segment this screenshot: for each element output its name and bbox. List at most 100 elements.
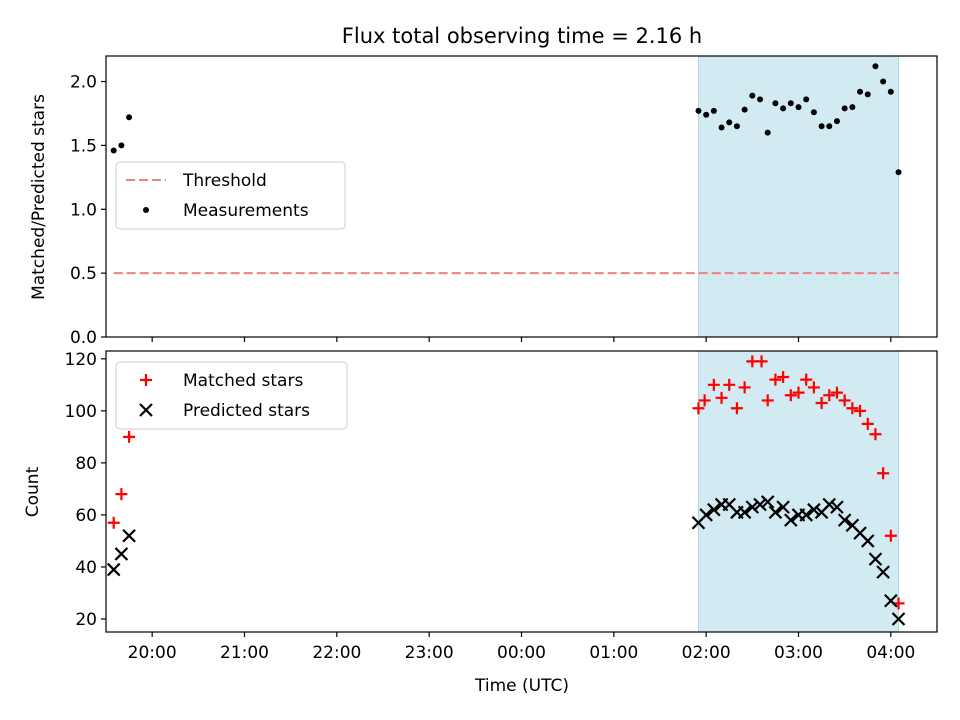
bottom-y-axis-label: Count <box>23 466 43 517</box>
measurement-point <box>795 104 802 111</box>
measurement-point <box>757 96 764 103</box>
measurement-point <box>118 142 125 149</box>
bottom-y-tick-label: 80 <box>75 454 97 474</box>
predicted-star-point <box>884 594 898 608</box>
matched-star-point <box>838 394 851 407</box>
matched-star-point <box>107 516 120 529</box>
legend-predicted-swatch <box>139 403 153 417</box>
measurement-point <box>772 100 779 107</box>
x-axis-label: Time (UTC) <box>474 676 569 696</box>
measurement-point <box>857 88 864 95</box>
bottom-legend: Matched stars Predicted stars <box>115 361 348 430</box>
measurement-point <box>826 123 833 130</box>
matched-star-point <box>730 402 743 415</box>
top-y-tick-label: 0.5 <box>70 264 97 284</box>
matched-star-point <box>715 391 728 404</box>
matched-star-point <box>861 417 874 430</box>
predicted-star-point <box>760 495 775 509</box>
measurement-point <box>710 107 717 114</box>
matched-star-point <box>830 386 843 399</box>
matched-star-point <box>769 373 782 386</box>
measurement-point <box>733 123 740 130</box>
bottom-x-tick-label: 00:00 <box>497 643 546 663</box>
measurement-point <box>872 63 879 70</box>
matched-star-point <box>807 381 820 394</box>
predicted-star-point <box>699 508 713 522</box>
measurement-point <box>703 111 710 118</box>
legend-label: Measurements <box>183 201 309 221</box>
predicted-star-point <box>122 528 136 543</box>
matched-star-point <box>854 404 867 417</box>
bottom-x-tick-label: 21:00 <box>220 643 269 663</box>
predicted-star-point <box>837 513 852 527</box>
matched-star-point <box>115 488 128 501</box>
matched-star-point <box>723 378 736 391</box>
matched-star-point <box>761 394 774 407</box>
measurement-point <box>126 114 133 121</box>
top-y-axis-label: Matched/Predicted stars <box>29 94 49 300</box>
bottom-legend-box <box>115 361 348 430</box>
predicted-star-point <box>114 547 129 561</box>
predicted-star-point <box>876 565 890 579</box>
matched-star-point <box>692 402 705 415</box>
matched-star-point <box>777 371 790 384</box>
predicted-star-point <box>745 500 760 514</box>
top-series-measurements <box>110 63 902 176</box>
measurement-point <box>880 78 887 85</box>
matched-star-point <box>792 386 805 399</box>
matched-star-point <box>784 389 797 402</box>
matched-star-point <box>707 378 720 391</box>
bottom-series-matched-stars <box>107 355 905 610</box>
bottom-y-tick-label: 60 <box>75 506 97 526</box>
matched-star-point <box>823 389 836 402</box>
measurement-point <box>787 100 794 107</box>
bottom-y-tick-label: 100 <box>65 402 97 422</box>
matched-star-point <box>738 381 751 394</box>
legend-label: Predicted stars <box>183 401 310 421</box>
measurement-point <box>741 106 748 113</box>
measurement-point <box>887 88 894 95</box>
matched-star-point <box>846 402 859 415</box>
bottom-x-tick-label: 03:00 <box>774 643 823 663</box>
predicted-star-point <box>768 505 783 520</box>
chart-title: Flux total observing time = 2.16 h <box>342 24 702 48</box>
predicted-star-point <box>799 508 813 522</box>
predicted-star-point <box>106 562 121 577</box>
top-panel: 0.0 0.5 1.0 1.5 2.0 Threshold Measurements <box>70 55 938 348</box>
predicted-star-point <box>784 513 798 527</box>
measurement-point <box>695 107 702 114</box>
predicted-star-point <box>776 500 790 514</box>
measurement-point <box>718 124 725 131</box>
matched-star-point <box>884 529 897 542</box>
matched-star-point <box>698 394 711 407</box>
top-legend-box <box>115 161 346 230</box>
measurement-point <box>110 147 117 154</box>
predicted-star-point <box>753 497 767 512</box>
measurement-point <box>803 96 810 103</box>
predicted-star-point <box>891 612 906 626</box>
bottom-x-tick-label: 22:00 <box>312 643 361 663</box>
bottom-x-tick-label: 04:00 <box>866 643 915 663</box>
top-legend: Threshold Measurements <box>115 161 346 230</box>
top-y-tick-label: 2.0 <box>70 73 97 93</box>
measurement-point <box>864 91 871 98</box>
predicted-star-point <box>868 552 883 566</box>
top-y-tick-label: 1.5 <box>70 136 97 156</box>
bottom-x-tick-label: 02:00 <box>682 643 731 663</box>
bottom-panel: 20 40 60 80 100 120 20:00 21:00 22:00 23:00 00:00 0… <box>65 350 938 663</box>
bottom-x-tick-label: 23:00 <box>405 643 454 663</box>
measurement-point <box>726 119 733 126</box>
measurement-point <box>895 169 902 176</box>
matched-star-point <box>800 373 813 386</box>
bottom-y-tick-label: 20 <box>75 610 97 630</box>
predicted-star-point <box>830 500 844 514</box>
legend-measurement-swatch <box>143 207 149 213</box>
matched-star-point <box>869 428 882 441</box>
bottom-y-tick-label: 120 <box>65 350 97 370</box>
bottom-series-predicted-stars <box>106 495 906 626</box>
predicted-star-point <box>737 505 752 520</box>
legend-label: Threshold <box>182 171 267 191</box>
top-shaded-interval <box>697 55 900 338</box>
legend-matched-swatch <box>140 374 152 386</box>
